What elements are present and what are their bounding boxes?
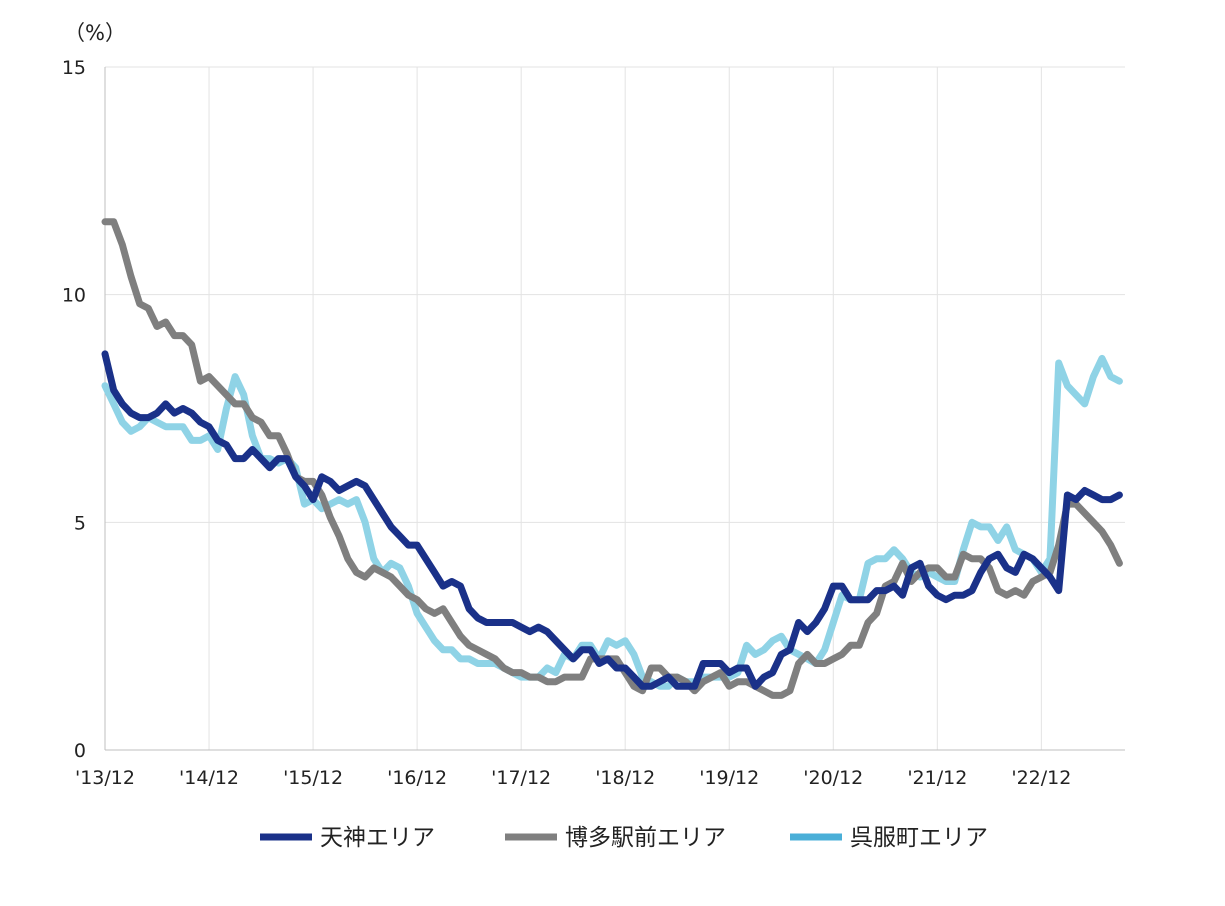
legend: 天神エリア 博多駅前エリア 呉服町エリア	[260, 825, 988, 851]
x-tick-label: '16/12	[387, 767, 447, 789]
legend-item-0: 天神エリア	[260, 825, 435, 851]
y-tick-label: 5	[74, 512, 86, 534]
y-tick-labels: 0 5 10 15	[62, 57, 86, 762]
legend-label: 博多駅前エリア	[565, 825, 726, 851]
y-tick-label: 0	[74, 740, 86, 762]
x-tick-label: '20/12	[803, 767, 863, 789]
series-lines	[101, 218, 1123, 699]
series-line-0	[101, 350, 1123, 690]
x-tick-label: '19/12	[699, 767, 759, 789]
legend-item-1: 博多駅前エリア	[505, 825, 726, 851]
legend-label: 天神エリア	[320, 825, 435, 851]
legend-item-2: 呉服町エリア	[790, 825, 988, 851]
y-unit-label: （%）	[64, 21, 126, 45]
y-tick-label: 15	[62, 57, 86, 79]
y-tick-label: 10	[62, 285, 86, 307]
x-tick-label: '18/12	[595, 767, 655, 789]
grid-lines	[105, 66, 1125, 750]
x-tick-label: '17/12	[491, 767, 551, 789]
x-tick-label: '22/12	[1011, 767, 1071, 789]
x-tick-labels: '13/12 '14/12 '15/12 '16/12 '17/12 '18/12 '19/…	[75, 767, 1071, 789]
legend-label: 呉服町エリア	[850, 825, 988, 851]
x-tick-label: '13/12	[75, 767, 135, 789]
x-tick-label: '15/12	[283, 767, 343, 789]
x-tick-label: '21/12	[907, 767, 967, 789]
x-tick-label: '14/12	[179, 767, 239, 789]
